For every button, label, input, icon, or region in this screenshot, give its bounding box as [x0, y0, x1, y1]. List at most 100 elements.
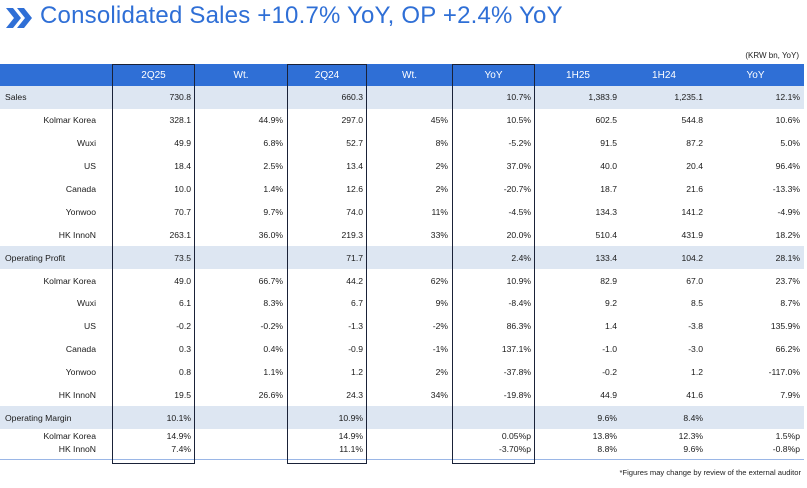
table-cell: 40.0	[600, 161, 617, 172]
table-cell: -5.2%	[508, 138, 531, 149]
unit-note: (KRW bn, YoY)	[745, 51, 799, 60]
column-header: YoY	[452, 64, 535, 86]
row-label: Wuxi	[77, 138, 96, 149]
table-cell: 10.9%	[506, 275, 531, 286]
table-cell: 20.0%	[506, 229, 531, 240]
table-cell: 49.0	[174, 275, 191, 286]
table-cell: -0.2	[176, 321, 191, 332]
column-header: Wt.	[367, 64, 452, 86]
table-cell: 11%	[431, 206, 448, 217]
table-cell: 104.2	[621, 246, 707, 270]
table-cell: 52.7	[346, 138, 363, 149]
row-label: Operating Margin	[0, 406, 112, 430]
table-cell: 1,235.1	[621, 86, 707, 109]
table-cell: 730.8	[112, 86, 195, 109]
table-cell: 62%	[430, 275, 448, 286]
table-cell: 10.1%	[112, 406, 195, 430]
table-cell: 12.6	[346, 184, 363, 194]
table-cell: 141.2	[681, 206, 703, 217]
table-row: HK InnoN 7.4% 11.1% -3.70%p 8.8% 9.6% -0.8%p	[0, 442, 804, 455]
table-cell: 510.4	[595, 229, 617, 240]
table-cell: 9.6%	[683, 443, 703, 454]
table-cell	[367, 246, 452, 270]
row-label: US	[84, 321, 96, 332]
table-cell: 70.7	[174, 206, 191, 217]
table-cell: 73.5	[112, 246, 195, 270]
table-cell: -3.0	[688, 344, 703, 355]
table-cell: 5.0%	[780, 138, 800, 149]
table-cell: 660.3	[287, 86, 367, 109]
table-cell: 82.9	[600, 275, 617, 286]
table-cell: 23.7%	[775, 275, 800, 286]
row-label: Kolmar Korea	[43, 430, 96, 441]
table-cell: 26.6%	[258, 390, 283, 401]
table-cell: -8.4%	[508, 298, 531, 309]
section-row: Operating Profit 73.5 71.7 2.4% 133.4 104.2 28…	[0, 246, 804, 270]
table-cell: 6.8%	[263, 138, 283, 149]
table-cell: 44.9%	[258, 115, 283, 126]
table-cell: 1,383.9	[535, 86, 621, 109]
table-cell: 8.5	[691, 298, 703, 309]
table-cell: 9%	[435, 298, 448, 309]
table-cell: 66.7%	[258, 275, 283, 286]
table-cell: 544.8	[681, 115, 703, 126]
table-cell: 10.6%	[775, 115, 800, 126]
table-cell: 49.9	[174, 138, 191, 149]
table-cell: 18.7	[600, 184, 617, 194]
table-cell: -13.3%	[772, 184, 800, 194]
table-cell: 7.9%	[780, 390, 800, 401]
table-cell: 8%	[435, 138, 448, 149]
double-chevron-icon	[6, 8, 32, 28]
table-cell: 11.1%	[339, 443, 363, 454]
row-label: Wuxi	[77, 298, 96, 309]
row-label: Kolmar Korea	[43, 275, 96, 286]
table-cell	[195, 429, 287, 442]
table-cell: 8.3%	[263, 298, 283, 309]
column-header: Wt.	[195, 64, 287, 86]
table-cell	[195, 442, 287, 455]
table-cell: 71.7	[287, 246, 367, 270]
table-cell: 135.9%	[770, 321, 800, 332]
table-cell: 96.4%	[775, 161, 800, 172]
table-row: HK InnoN 263.1 36.0% 219.3 33% 20.0% 510.4 431.…	[0, 223, 804, 246]
table-cell: 9.7%	[263, 206, 283, 217]
table-cell: 14.9%	[338, 430, 363, 441]
table-cell: 33%	[430, 229, 448, 240]
table-cell: 13.8%	[592, 430, 617, 441]
table-cell: -37.8%	[503, 367, 531, 378]
table-cell: 1.2	[691, 367, 703, 378]
table-cell: 10.9%	[287, 406, 367, 430]
table-cell: 28.1%	[707, 246, 804, 270]
table-cell: 91.5	[600, 138, 617, 149]
table-row: Yonwoo 0.8 1.1% 1.2 2% -37.8% -0.2 1.2 -117.0%	[0, 361, 804, 384]
row-label: Yonwoo	[65, 367, 96, 378]
table-cell: 9.6%	[535, 406, 621, 430]
table-cell: -0.2	[602, 367, 617, 378]
table-cell: 1.5%p	[775, 430, 800, 441]
column-header: 1H24	[621, 64, 707, 86]
table-cell: -2%	[432, 321, 448, 332]
row-label: Yonwoo	[65, 206, 96, 217]
table-header: 2Q25 Wt. 2Q24 Wt. YoY 1H25 1H24 YoY	[0, 64, 804, 86]
table-cell: 2.4%	[452, 246, 535, 270]
row-label: Sales	[0, 86, 112, 109]
table-cell: 18.2%	[775, 229, 800, 240]
table-cell	[367, 406, 452, 430]
table-cell: -20.7%	[503, 184, 531, 194]
table-cell: 137.1%	[501, 344, 531, 355]
table-cell: -1.0	[602, 344, 617, 355]
table-row: US 18.4 2.5% 13.4 2% 37.0% 40.0 20.4 96.4%	[0, 155, 804, 178]
table-cell: 36.0%	[258, 229, 283, 240]
footnote: *Figures may change by review of the ext…	[619, 468, 801, 477]
column-header: 2Q25	[112, 64, 195, 86]
table-row: Wuxi 6.1 8.3% 6.7 9% -8.4% 9.2 8.5 8.7%	[0, 292, 804, 315]
table-cell: 1.4	[605, 321, 617, 332]
row-label: HK InnoN	[58, 443, 96, 454]
row-label: US	[84, 161, 96, 172]
table-cell: 66.2%	[775, 344, 800, 355]
table-cell: 87.2	[686, 138, 703, 149]
table-cell: 24.3	[346, 390, 363, 401]
sales-table: 2Q25 Wt. 2Q24 Wt. YoY 1H25 1H24 YoY Sales 730.8 6…	[0, 64, 804, 455]
table-cell: -4.9%	[777, 206, 800, 217]
table-cell: 41.6	[686, 390, 703, 401]
